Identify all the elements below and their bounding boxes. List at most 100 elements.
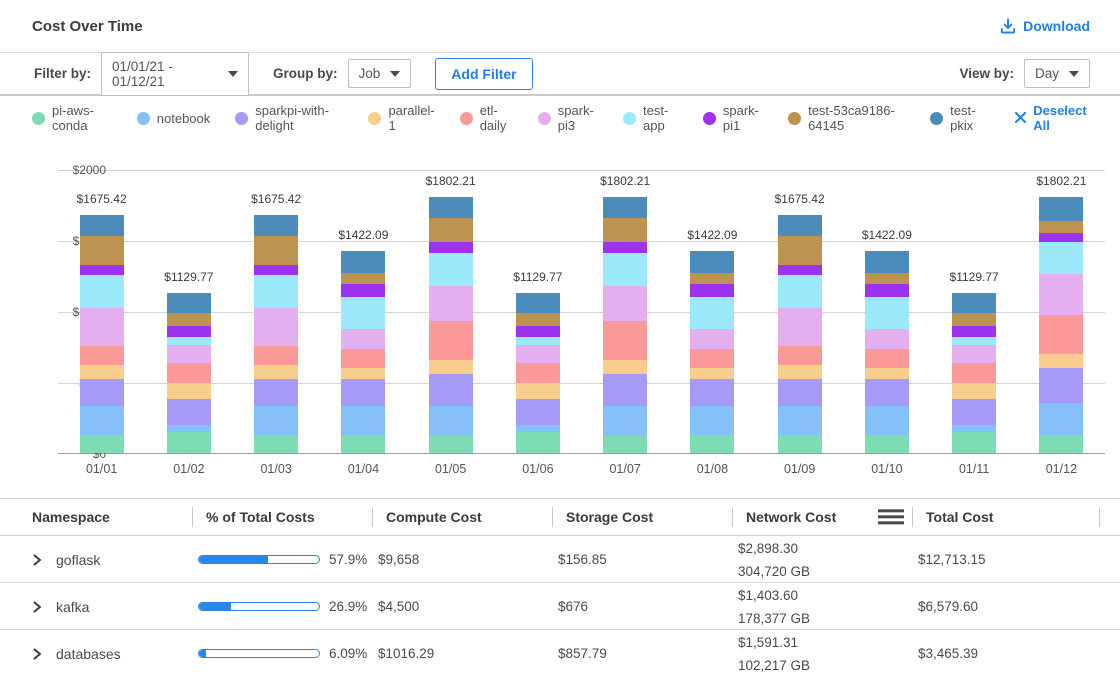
- bar-segment-test-app[interactable]: [864, 296, 909, 330]
- bar-segment-parallel-1[interactable]: [864, 368, 909, 380]
- legend-item-pi-aws-conda[interactable]: pi-aws-conda: [32, 103, 112, 133]
- bar-segment-parallel-1[interactable]: [952, 383, 997, 399]
- bar-01/05[interactable]: [428, 197, 473, 453]
- bar-segment-spark-pi1[interactable]: [864, 284, 909, 297]
- bar-segment-etl-daily[interactable]: [777, 345, 822, 365]
- bar-segment-test-53ca9186-64145[interactable]: [341, 272, 386, 285]
- bar-segment-pi-aws-conda[interactable]: [341, 434, 386, 453]
- bar-segment-test-pkix[interactable]: [428, 197, 473, 219]
- expand-chevron-icon[interactable]: [32, 554, 43, 566]
- bar-segment-sparkpi-with-delight[interactable]: [952, 398, 997, 425]
- bar-segment-spark-pi3[interactable]: [690, 329, 735, 349]
- bar-segment-parallel-1[interactable]: [1039, 353, 1084, 368]
- bar-segment-test-pkix[interactable]: [690, 251, 735, 273]
- legend-item-test-53ca9186-64145[interactable]: test-53ca9186-64145: [788, 103, 905, 133]
- bar-01/06[interactable]: [515, 292, 560, 453]
- bar-segment-notebook[interactable]: [864, 405, 909, 435]
- bar-segment-spark-pi1[interactable]: [341, 284, 386, 297]
- bar-segment-test-pkix[interactable]: [603, 197, 648, 219]
- legend-item-spark-pi1[interactable]: spark-pi1: [702, 103, 763, 133]
- bar-segment-sparkpi-with-delight[interactable]: [515, 398, 560, 425]
- bar-segment-test-pkix[interactable]: [254, 215, 299, 236]
- bar-segment-test-pkix[interactable]: [952, 292, 997, 313]
- bar-segment-test-app[interactable]: [777, 274, 822, 308]
- legend-item-sparkpi-with-delight[interactable]: sparkpi-with-delight: [235, 103, 343, 133]
- date-range-select[interactable]: 01/01/21 - 01/12/21: [101, 51, 250, 96]
- bar-segment-spark-pi1[interactable]: [603, 241, 648, 253]
- bar-segment-etl-daily[interactable]: [690, 348, 735, 369]
- bar-segment-sparkpi-with-delight[interactable]: [79, 379, 124, 407]
- bar-segment-test-pkix[interactable]: [864, 251, 909, 273]
- bar-segment-notebook[interactable]: [254, 406, 299, 436]
- bar-01/03[interactable]: [254, 215, 299, 453]
- bar-segment-etl-daily[interactable]: [515, 363, 560, 384]
- bar-segment-sparkpi-with-delight[interactable]: [777, 379, 822, 407]
- bar-segment-pi-aws-conda[interactable]: [428, 435, 473, 453]
- bar-segment-sparkpi-with-delight[interactable]: [1039, 367, 1084, 404]
- bar-segment-spark-pi1[interactable]: [79, 264, 124, 275]
- bar-segment-spark-pi1[interactable]: [952, 325, 997, 338]
- bar-segment-pi-aws-conda[interactable]: [1039, 435, 1084, 453]
- bar-segment-test-app[interactable]: [690, 296, 735, 330]
- legend-item-spark-pi3[interactable]: spark-pi3: [537, 103, 598, 133]
- bar-01/08[interactable]: [690, 251, 735, 453]
- bar-segment-parallel-1[interactable]: [515, 383, 560, 399]
- bar-01/07[interactable]: [603, 197, 648, 453]
- bar-segment-test-pkix[interactable]: [515, 292, 560, 313]
- bar-segment-test-53ca9186-64145[interactable]: [79, 235, 124, 265]
- column-header-storage-cost[interactable]: Storage Cost: [552, 499, 738, 535]
- bar-segment-pi-aws-conda[interactable]: [603, 435, 648, 453]
- bar-segment-etl-daily[interactable]: [428, 320, 473, 360]
- bar-segment-test-pkix[interactable]: [1039, 197, 1084, 222]
- expand-chevron-icon[interactable]: [32, 601, 43, 613]
- bar-segment-spark-pi1[interactable]: [515, 325, 560, 338]
- bar-segment-spark-pi3[interactable]: [341, 329, 386, 349]
- bar-segment-etl-daily[interactable]: [341, 348, 386, 369]
- bar-segment-etl-daily[interactable]: [166, 363, 211, 384]
- bar-segment-etl-daily[interactable]: [79, 345, 124, 365]
- bar-segment-notebook[interactable]: [603, 405, 648, 436]
- bar-segment-test-pkix[interactable]: [777, 215, 822, 236]
- column-settings-icon[interactable]: [878, 506, 904, 527]
- bar-segment-test-app[interactable]: [1039, 242, 1084, 275]
- bar-segment-test-app[interactable]: [515, 337, 560, 345]
- bar-segment-parallel-1[interactable]: [166, 383, 211, 399]
- bar-segment-spark-pi3[interactable]: [428, 285, 473, 321]
- bar-segment-pi-aws-conda[interactable]: [515, 431, 560, 453]
- bar-segment-test-53ca9186-64145[interactable]: [254, 235, 299, 265]
- bar-segment-test-53ca9186-64145[interactable]: [515, 312, 560, 326]
- bar-segment-notebook[interactable]: [341, 405, 386, 435]
- bar-segment-test-pkix[interactable]: [79, 215, 124, 236]
- bar-segment-parallel-1[interactable]: [428, 359, 473, 374]
- deselect-all-button[interactable]: Deselect All: [1015, 103, 1090, 133]
- legend-item-notebook[interactable]: notebook: [136, 111, 210, 126]
- bar-segment-notebook[interactable]: [952, 424, 997, 432]
- legend-item-parallel-1[interactable]: parallel-1: [368, 103, 435, 133]
- bar-segment-sparkpi-with-delight[interactable]: [166, 398, 211, 425]
- download-button[interactable]: Download: [1000, 18, 1090, 34]
- bar-segment-test-pkix[interactable]: [341, 251, 386, 273]
- bar-segment-sparkpi-with-delight[interactable]: [341, 379, 386, 406]
- bar-segment-pi-aws-conda[interactable]: [254, 435, 299, 453]
- view-by-select[interactable]: Day: [1023, 59, 1090, 88]
- bar-01/11[interactable]: [952, 292, 997, 453]
- legend-item-test-app[interactable]: test-app: [622, 103, 678, 133]
- bar-segment-test-53ca9186-64145[interactable]: [1039, 221, 1084, 233]
- bar-segment-notebook[interactable]: [690, 405, 735, 435]
- bar-segment-parallel-1[interactable]: [603, 359, 648, 374]
- bar-segment-etl-daily[interactable]: [254, 345, 299, 365]
- bar-segment-test-53ca9186-64145[interactable]: [166, 312, 211, 326]
- bar-segment-test-app[interactable]: [341, 296, 386, 330]
- bar-segment-test-53ca9186-64145[interactable]: [603, 218, 648, 242]
- bar-segment-test-app[interactable]: [166, 337, 211, 345]
- bar-segment-pi-aws-conda[interactable]: [864, 434, 909, 453]
- legend-item-test-pkix[interactable]: test-pkix: [930, 103, 986, 133]
- bar-segment-spark-pi3[interactable]: [1039, 274, 1084, 315]
- bar-segment-pi-aws-conda[interactable]: [777, 435, 822, 453]
- bar-segment-spark-pi3[interactable]: [79, 307, 124, 346]
- bar-01/02[interactable]: [166, 292, 211, 453]
- bar-01/10[interactable]: [864, 251, 909, 453]
- bar-segment-notebook[interactable]: [1039, 403, 1084, 436]
- bar-segment-parallel-1[interactable]: [79, 364, 124, 380]
- bar-01/12[interactable]: [1039, 197, 1084, 453]
